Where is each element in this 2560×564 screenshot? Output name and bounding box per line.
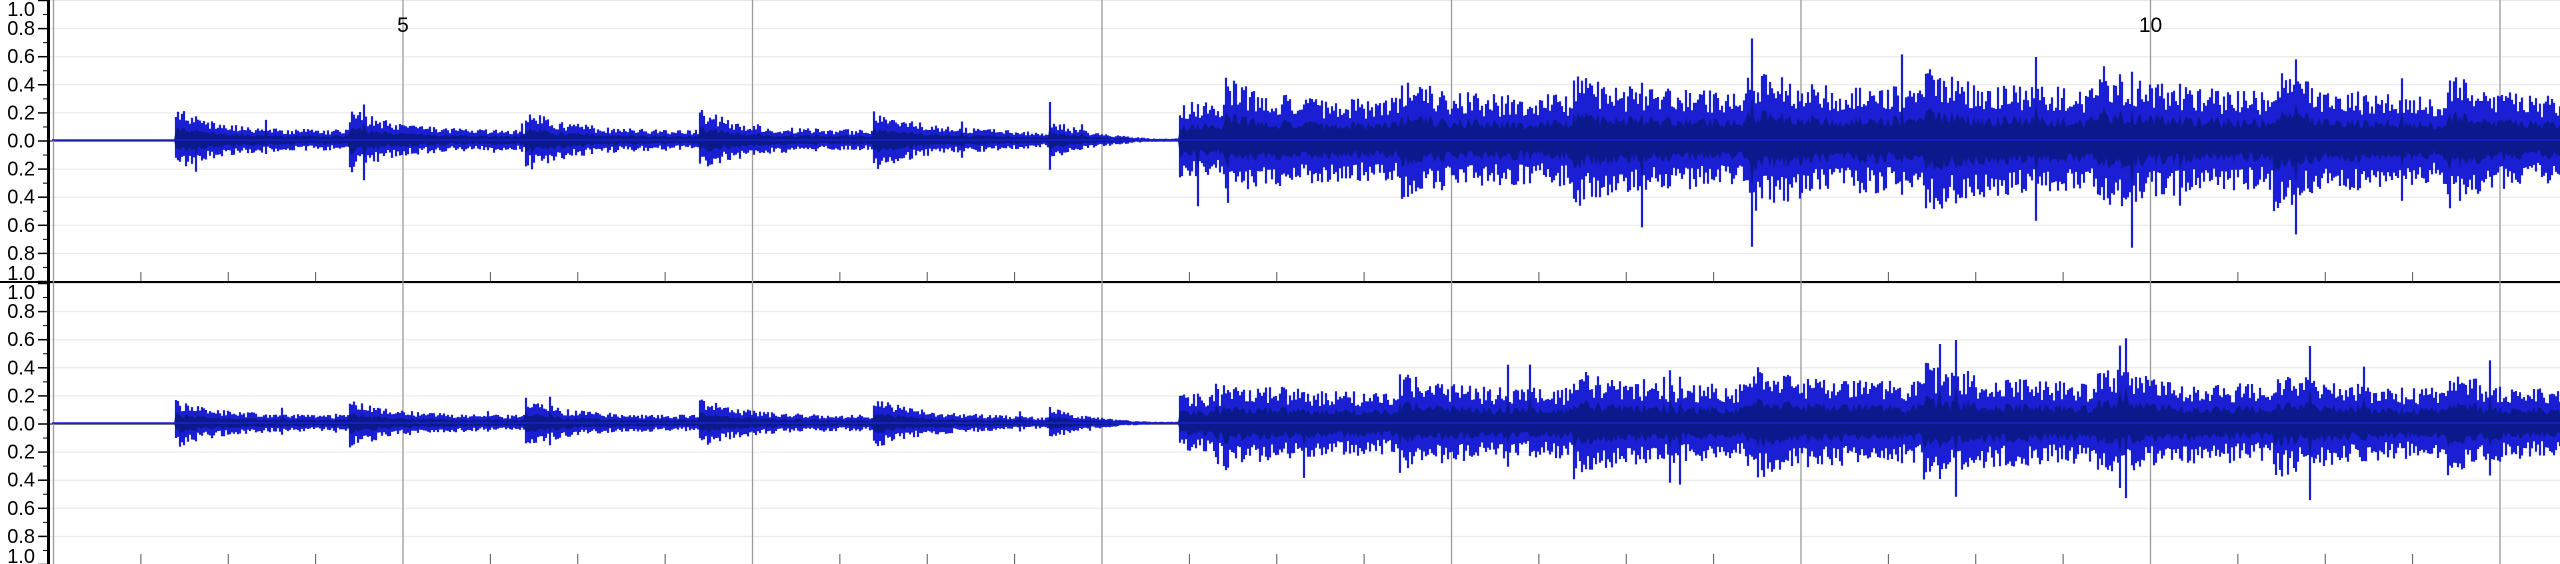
amplitude-label: 0.6	[7, 46, 35, 68]
amplitude-label: 1.0	[7, 263, 35, 285]
amplitude-label: 0.2	[7, 385, 35, 407]
amplitude-label: 0.4	[7, 187, 35, 209]
amplitude-label: 1.0	[7, 546, 35, 564]
amplitude-label: 0.8	[7, 526, 35, 548]
amplitude-label: 1.0	[7, 282, 35, 304]
left-channel-waveform[interactable]	[52, 38, 2560, 248]
amplitude-label: 0.2	[7, 102, 35, 124]
amplitude-label: 0.8	[7, 243, 35, 265]
timeline-ruler[interactable]: 5101520253035	[140, 14, 2560, 564]
amplitude-label: 0.6	[7, 329, 35, 351]
waveform-rms	[52, 94, 2560, 189]
amplitude-label: 0.2	[7, 442, 35, 464]
amplitude-label: 0.4	[7, 357, 35, 379]
amplitude-label: 0.4	[7, 470, 35, 492]
channel-separator	[0, 281, 2560, 283]
amplitude-label: 0.6	[7, 498, 35, 520]
waveform-rms	[52, 384, 2560, 458]
amplitude-label: 0.8	[7, 18, 35, 40]
time-label: 10	[2139, 14, 2162, 37]
amplitude-label: 0.2	[7, 159, 35, 181]
time-label: 5	[397, 14, 409, 37]
amplitude-label: 0.6	[7, 215, 35, 237]
amplitude-label: 0.0	[7, 131, 35, 153]
amplitude-label: 1.0	[7, 0, 35, 21]
amplitude-label: 0.4	[7, 74, 35, 96]
amplitude-label: 0.8	[7, 301, 35, 323]
right-channel-waveform[interactable]	[52, 338, 2560, 501]
amplitude-label: 0.0	[7, 414, 35, 436]
